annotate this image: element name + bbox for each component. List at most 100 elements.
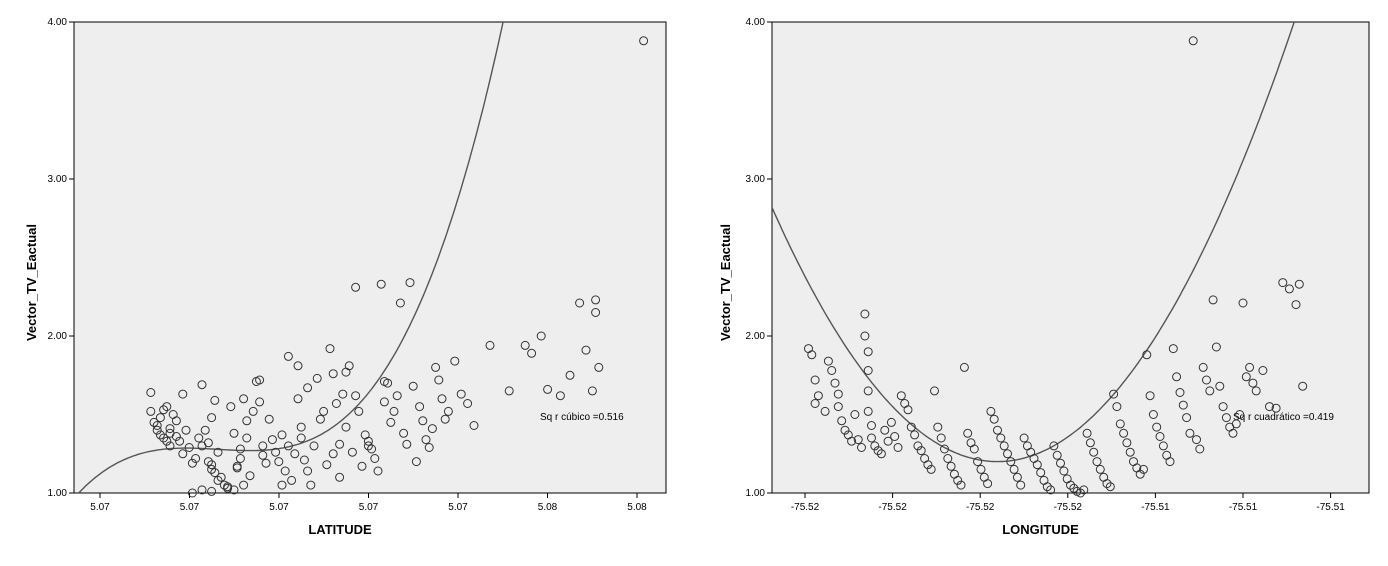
- data-point: [555, 391, 565, 401]
- data-point: [207, 486, 217, 496]
- data-point: [963, 428, 973, 438]
- fit-label: Sq r cúbico =0.516: [540, 412, 624, 423]
- data-point: [303, 383, 313, 393]
- data-point: [235, 444, 245, 454]
- data-point: [989, 414, 999, 424]
- data-point: [395, 298, 405, 308]
- data-point: [1112, 402, 1122, 412]
- data-point: [1208, 295, 1218, 305]
- data-point: [431, 362, 441, 372]
- data-point: [434, 375, 444, 385]
- data-point: [926, 464, 936, 474]
- data-point: [923, 460, 933, 470]
- data-point: [1142, 350, 1152, 360]
- data-point: [165, 441, 175, 451]
- data-point: [165, 424, 175, 434]
- data-point: [440, 414, 450, 424]
- chart-latitude-svg: 1.00 2.00 3.00 4.00 5.07 5.07 5.07 5.07 5.07 5.08…: [24, 17, 667, 537]
- data-point: [1148, 410, 1158, 419]
- data-point: [149, 417, 159, 427]
- data-point: [280, 466, 290, 476]
- data-point: [146, 388, 156, 397]
- data-point: [973, 457, 983, 467]
- data-point: [178, 449, 188, 459]
- data-point: [1085, 438, 1095, 448]
- data-point: [187, 488, 197, 498]
- data-point: [271, 447, 281, 457]
- data-point: [587, 386, 597, 396]
- data-point: [1105, 482, 1115, 492]
- data-point: [1172, 372, 1182, 382]
- data-point: [1006, 457, 1016, 467]
- data-point: [837, 416, 847, 426]
- data-point: [1195, 444, 1205, 454]
- data-point: [357, 461, 367, 471]
- data-point: [1284, 284, 1294, 294]
- data-point: [171, 416, 181, 426]
- data-point: [940, 444, 949, 454]
- data-point: [1265, 402, 1274, 412]
- data-point: [890, 432, 900, 441]
- data-point: [1089, 447, 1099, 457]
- x-tick-label: 5.07: [448, 502, 468, 513]
- data-point: [408, 381, 418, 391]
- data-point: [1182, 413, 1192, 423]
- data-point: [1092, 457, 1102, 467]
- data-point: [1152, 422, 1162, 432]
- data-point: [181, 425, 191, 435]
- x-tick-label: -75.52: [1054, 502, 1083, 513]
- data-point: [863, 366, 873, 375]
- data-point: [504, 386, 514, 396]
- data-point: [386, 417, 396, 427]
- data-point: [823, 356, 833, 366]
- data-point: [1135, 469, 1145, 479]
- data-point: [953, 475, 963, 485]
- data-point: [197, 380, 207, 390]
- data-point: [1235, 410, 1245, 419]
- y-tick-label: 4.00: [48, 17, 68, 28]
- x-tick-label: 5.07: [269, 502, 289, 513]
- data-point: [1158, 441, 1168, 451]
- data-point: [338, 389, 348, 399]
- y-tick-label: 1.00: [48, 488, 68, 499]
- data-point: [575, 298, 585, 308]
- data-point: [216, 472, 226, 482]
- chart-latitude: 1.00 2.00 3.00 4.00 5.07 5.07 5.07 5.07 5.07 5.08…: [24, 17, 667, 537]
- data-point: [863, 347, 873, 357]
- data-point: [1049, 441, 1059, 451]
- data-point: [146, 406, 156, 416]
- data-point: [437, 394, 447, 404]
- data-point: [830, 378, 840, 388]
- data-point: [415, 402, 425, 412]
- data-point: [860, 331, 870, 341]
- data-point: [245, 471, 255, 481]
- data-point: [536, 331, 546, 341]
- data-point: [261, 458, 271, 468]
- data-point: [255, 375, 265, 385]
- data-point: [1205, 386, 1215, 396]
- data-point: [896, 391, 906, 401]
- data-point: [1221, 413, 1231, 423]
- data-point: [405, 278, 415, 288]
- data-point: [1046, 485, 1056, 495]
- data-point: [207, 460, 217, 470]
- data-point: [860, 309, 870, 319]
- data-point: [969, 444, 979, 454]
- data-point: [1032, 460, 1042, 470]
- data-point: [1069, 483, 1079, 493]
- data-point: [277, 430, 287, 440]
- data-point: [1168, 344, 1178, 354]
- data-point: [1231, 419, 1241, 429]
- data-point: [1215, 381, 1225, 391]
- data-point: [274, 457, 284, 467]
- data-point: [239, 394, 249, 404]
- data-point: [1003, 449, 1012, 459]
- data-point: [565, 370, 575, 380]
- data-point: [175, 436, 185, 446]
- data-point: [376, 279, 386, 289]
- data-point: [1245, 362, 1255, 372]
- data-point: [373, 466, 383, 476]
- data-point: [976, 464, 986, 474]
- data-point: [1291, 300, 1301, 310]
- data-point: [351, 282, 361, 292]
